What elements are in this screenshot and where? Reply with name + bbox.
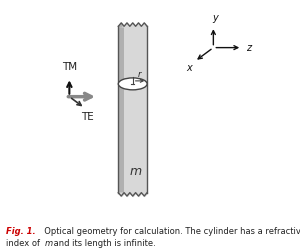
Text: x: x <box>186 62 192 73</box>
Text: r: r <box>138 70 142 79</box>
Text: TE: TE <box>81 112 94 122</box>
Text: TM: TM <box>62 62 77 72</box>
Text: y: y <box>212 13 218 23</box>
Bar <box>118 26 124 193</box>
Text: and its length is infinite.: and its length is infinite. <box>51 239 155 248</box>
Ellipse shape <box>118 78 147 90</box>
Bar <box>124 26 147 193</box>
Text: index of: index of <box>6 239 43 248</box>
Text: Fig. 1.: Fig. 1. <box>6 227 36 236</box>
Text: Optical geometry for calculation. The cylinder has a refractive: Optical geometry for calculation. The cy… <box>39 227 300 236</box>
Text: m: m <box>130 165 142 178</box>
Text: m: m <box>45 239 53 248</box>
Text: z: z <box>247 43 252 53</box>
